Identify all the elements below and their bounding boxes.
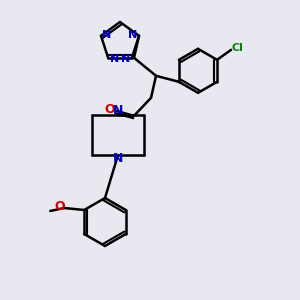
Text: O: O: [105, 103, 115, 116]
Text: N: N: [113, 104, 123, 118]
Text: N: N: [113, 152, 123, 166]
Text: O: O: [54, 200, 64, 214]
Text: Cl: Cl: [231, 43, 243, 53]
Text: N: N: [121, 54, 130, 64]
Text: N: N: [102, 30, 112, 40]
Text: N: N: [128, 30, 138, 40]
Text: N: N: [110, 54, 119, 64]
